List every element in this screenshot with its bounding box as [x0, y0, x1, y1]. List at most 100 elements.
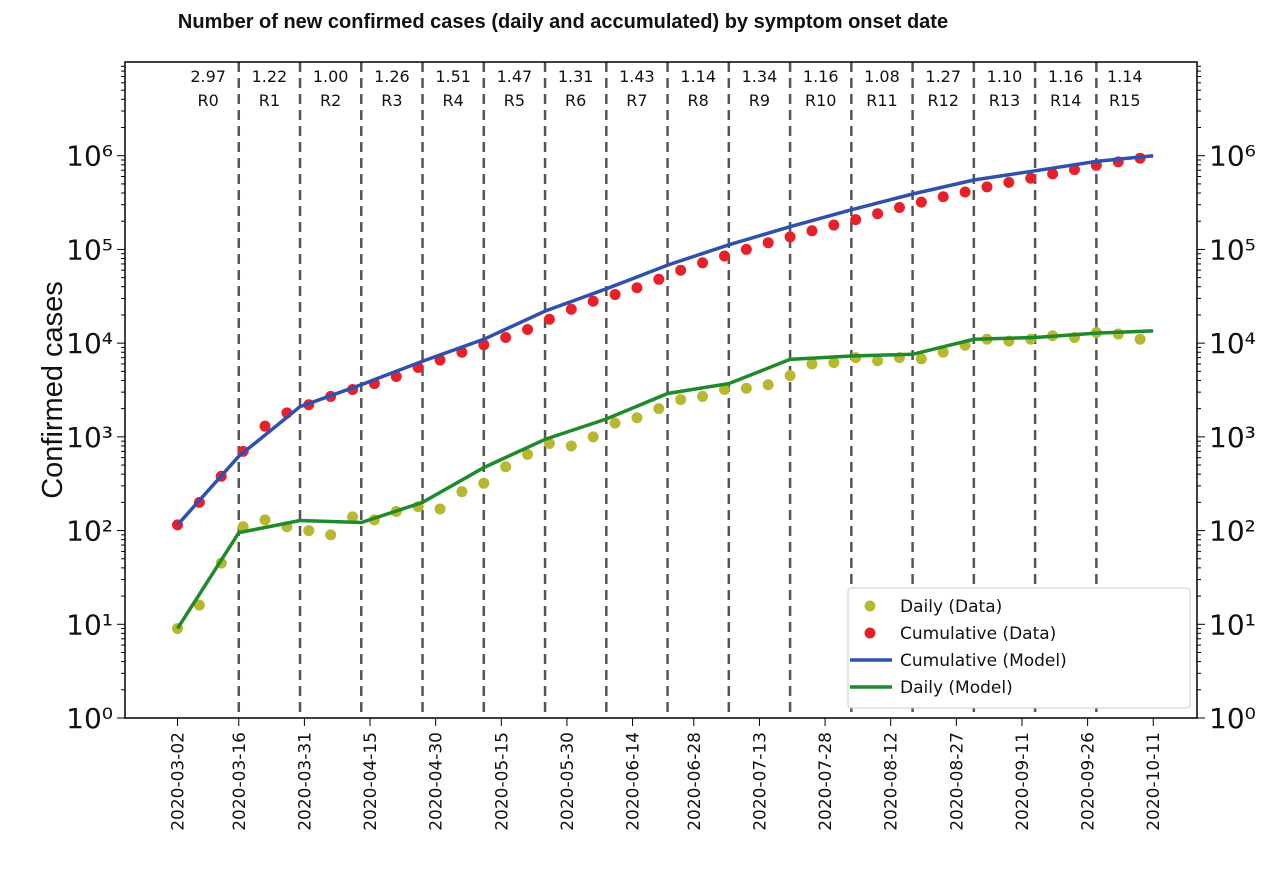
- data-point: [631, 282, 643, 294]
- data-point: [893, 202, 905, 214]
- data-point: [784, 231, 796, 243]
- x-tick-label: 2020-09-11: [1013, 732, 1033, 831]
- model-line: [176, 329, 1154, 630]
- legend-marker: [864, 600, 876, 612]
- data-point: [565, 440, 577, 452]
- y2-tick-label: 10⁰: [1209, 702, 1256, 735]
- model-line: [176, 153, 1154, 527]
- data-point: [697, 390, 709, 402]
- x-tick-label: 2020-05-30: [558, 732, 578, 831]
- region-value: 1.47: [497, 67, 533, 86]
- data-point: [522, 323, 534, 335]
- y-tick-label: 10³: [66, 421, 113, 454]
- data-point: [565, 303, 577, 315]
- x-tick-label: 2020-06-28: [685, 732, 705, 831]
- region-label: R0: [197, 91, 218, 110]
- plot-frame: [124, 61, 1198, 719]
- data-point: [762, 237, 774, 249]
- data-point: [718, 250, 730, 262]
- data-point: [806, 225, 818, 237]
- x-tick-label: 2020-03-31: [295, 732, 315, 831]
- region-label: R15: [1109, 91, 1140, 110]
- region-label: R3: [381, 91, 402, 110]
- data-point: [543, 313, 555, 325]
- data-point: [653, 273, 665, 285]
- region-label: R10: [805, 91, 836, 110]
- chart-title: Number of new confirmed cases (daily and…: [178, 11, 948, 33]
- data-point: [609, 289, 621, 301]
- legend-label: Cumulative (Model): [900, 651, 1067, 671]
- legend-marker: [864, 627, 876, 639]
- region-value: 1.26: [374, 67, 410, 86]
- x-tick-label: 2020-06-14: [624, 732, 644, 831]
- data-point: [1047, 168, 1059, 180]
- region-value: 1.43: [619, 67, 655, 86]
- data-point: [631, 412, 643, 424]
- x-tick-label: 2020-07-28: [816, 732, 836, 831]
- data-point: [697, 257, 709, 269]
- x-tick-label: 2020-09-26: [1079, 732, 1099, 831]
- y2-tick-label: 10⁴: [1209, 327, 1256, 360]
- data-point: [740, 243, 752, 255]
- data-point: [325, 529, 337, 541]
- data-point: [828, 219, 840, 231]
- x-tick-label: 2020-08-27: [947, 732, 967, 831]
- data-point: [456, 486, 468, 498]
- data-point: [937, 346, 949, 358]
- y2-tick-label: 10⁵: [1209, 233, 1256, 266]
- legend-label: Cumulative (Data): [900, 624, 1056, 644]
- region-label: R14: [1050, 91, 1081, 110]
- data-point: [500, 461, 512, 473]
- data-point: [915, 353, 927, 365]
- data-point: [915, 196, 927, 208]
- y2-tick-label: 10³: [1209, 421, 1256, 454]
- region-value: 1.31: [558, 67, 594, 86]
- data-point: [806, 358, 818, 370]
- region-label: R2: [320, 91, 341, 110]
- region-value: 2.97: [190, 67, 226, 86]
- y-tick-label: 10⁶: [66, 140, 113, 173]
- x-tick-label: 2020-04-30: [427, 732, 447, 831]
- region-value: 1.51: [435, 67, 471, 86]
- data-point: [981, 181, 993, 193]
- x-tick-label: 2020-10-11: [1144, 732, 1164, 831]
- x-tick-label: 2020-07-13: [750, 732, 770, 831]
- x-tick-label: 2020-05-15: [492, 732, 512, 831]
- region-label: R4: [443, 91, 464, 110]
- x-tick-label: 2020-03-02: [169, 732, 189, 831]
- y2-tick-label: 10²: [1209, 515, 1256, 548]
- data-point: [1025, 172, 1037, 184]
- region-value: 1.10: [987, 67, 1023, 86]
- data-point: [872, 355, 884, 367]
- data-point: [762, 379, 774, 391]
- data-point: [675, 394, 687, 406]
- region-label: R8: [688, 91, 709, 110]
- legend-box: [847, 587, 1191, 709]
- data-point: [1134, 333, 1146, 345]
- y2-tick-label: 10¹: [1209, 608, 1256, 641]
- region-label: R13: [989, 91, 1020, 110]
- data-point: [784, 370, 796, 382]
- region-value: 1.34: [742, 67, 778, 86]
- data-point: [587, 295, 599, 307]
- data-point: [675, 264, 687, 276]
- y-tick-label: 10²: [66, 515, 113, 548]
- region-label: R6: [565, 91, 586, 110]
- data-point: [740, 382, 752, 394]
- region-value: 1.14: [680, 67, 716, 86]
- y-tick-label: 10¹: [66, 608, 113, 641]
- region-value: 1.14: [1107, 67, 1143, 86]
- data-point: [937, 191, 949, 203]
- data-point: [347, 511, 359, 523]
- region-label: R12: [927, 91, 958, 110]
- data-point: [543, 437, 555, 449]
- region-label: R9: [749, 91, 770, 110]
- data-point: [872, 208, 884, 220]
- region-value: 1.16: [1048, 67, 1084, 86]
- x-tick-label: 2020-08-12: [882, 732, 902, 831]
- region-label: R1: [259, 91, 280, 110]
- data-point: [478, 477, 490, 489]
- data-point: [850, 214, 862, 226]
- data-point: [718, 384, 730, 396]
